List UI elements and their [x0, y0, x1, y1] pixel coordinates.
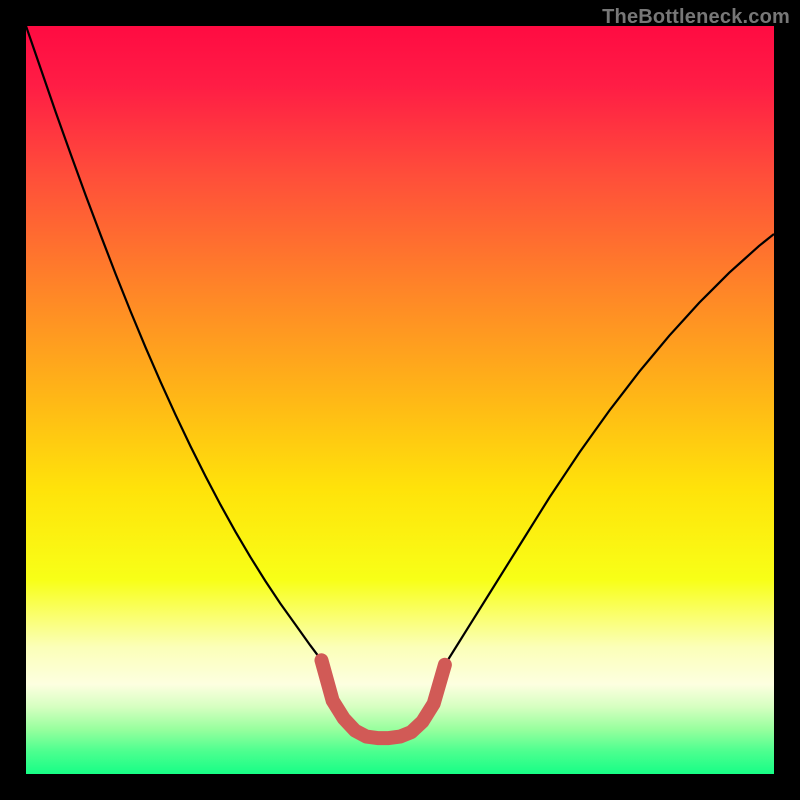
chart-container: TheBottleneck.com — [0, 0, 800, 800]
watermark-text: TheBottleneck.com — [602, 6, 790, 29]
chart-svg — [26, 26, 774, 774]
chart-background — [26, 26, 774, 774]
chart-plot-area — [26, 26, 774, 774]
